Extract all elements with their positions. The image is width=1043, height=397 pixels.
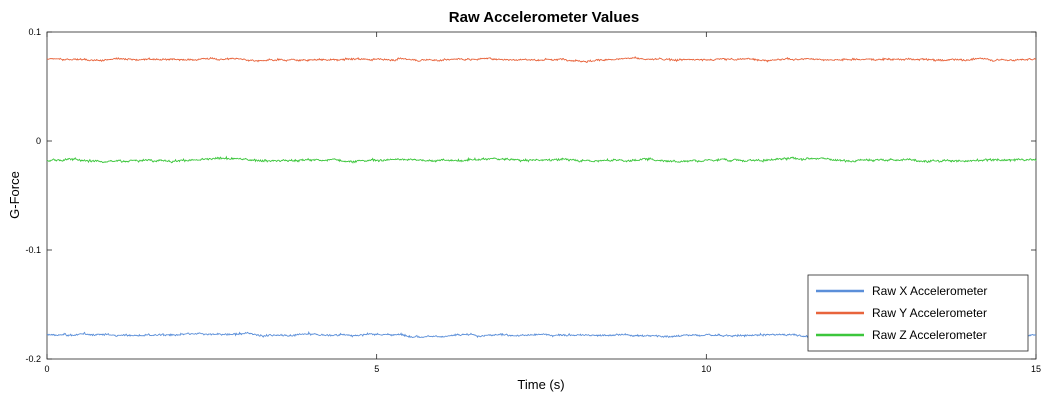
x-tick-label: 10 xyxy=(701,364,711,374)
y-tick-label: -0.2 xyxy=(25,354,41,364)
x-tick-label: 0 xyxy=(44,364,49,374)
legend-label-z: Raw Z Accelerometer xyxy=(872,328,987,342)
y-tick-marks xyxy=(47,31,1036,360)
x-tick-marks xyxy=(46,32,1037,359)
series-line-y xyxy=(46,55,1037,64)
x-axis-label: Time (s) xyxy=(517,377,564,392)
x-tick-label: 5 xyxy=(374,364,379,374)
x-tick-label: 15 xyxy=(1031,364,1041,374)
series-line-z xyxy=(46,155,1037,164)
legend-label-x: Raw X Accelerometer xyxy=(872,284,987,298)
y-tick-label: 0.1 xyxy=(28,27,41,37)
y-axis-label: G-Force xyxy=(7,171,22,219)
legend-label-y: Raw Y Accelerometer xyxy=(872,306,987,320)
chart-title: Raw Accelerometer Values xyxy=(449,9,639,26)
y-tick-label: -0.1 xyxy=(25,245,41,255)
y-tick-label: 0 xyxy=(36,136,41,146)
legend: Raw X Accelerometer Raw Y Accelerometer … xyxy=(807,274,1029,352)
